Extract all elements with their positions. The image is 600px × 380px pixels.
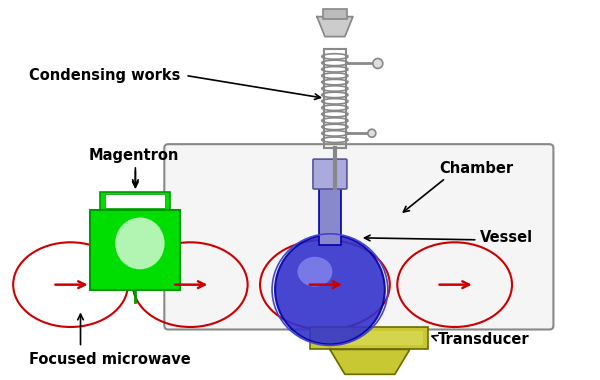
Text: Vessel: Vessel [479, 230, 533, 245]
Text: Transducer: Transducer [437, 332, 529, 347]
Bar [319, 185, 341, 245]
Bar [100, 192, 170, 210]
Ellipse shape [275, 235, 385, 344]
Ellipse shape [373, 59, 383, 68]
Polygon shape [330, 350, 410, 374]
FancyBboxPatch shape [313, 159, 347, 189]
Ellipse shape [298, 257, 332, 287]
Text: Magentron: Magentron [88, 147, 179, 163]
Bar [323, 9, 347, 19]
Polygon shape [317, 17, 353, 36]
Text: Chamber: Chamber [440, 161, 514, 176]
Text: Focused microwave: Focused microwave [29, 352, 190, 367]
Bar [91, 210, 180, 290]
Ellipse shape [368, 129, 376, 137]
Bar [315, 331, 423, 345]
Text: Condensing works: Condensing works [29, 68, 180, 83]
Bar [310, 328, 428, 350]
Ellipse shape [115, 217, 164, 269]
Bar [106, 194, 166, 208]
FancyBboxPatch shape [164, 144, 553, 329]
